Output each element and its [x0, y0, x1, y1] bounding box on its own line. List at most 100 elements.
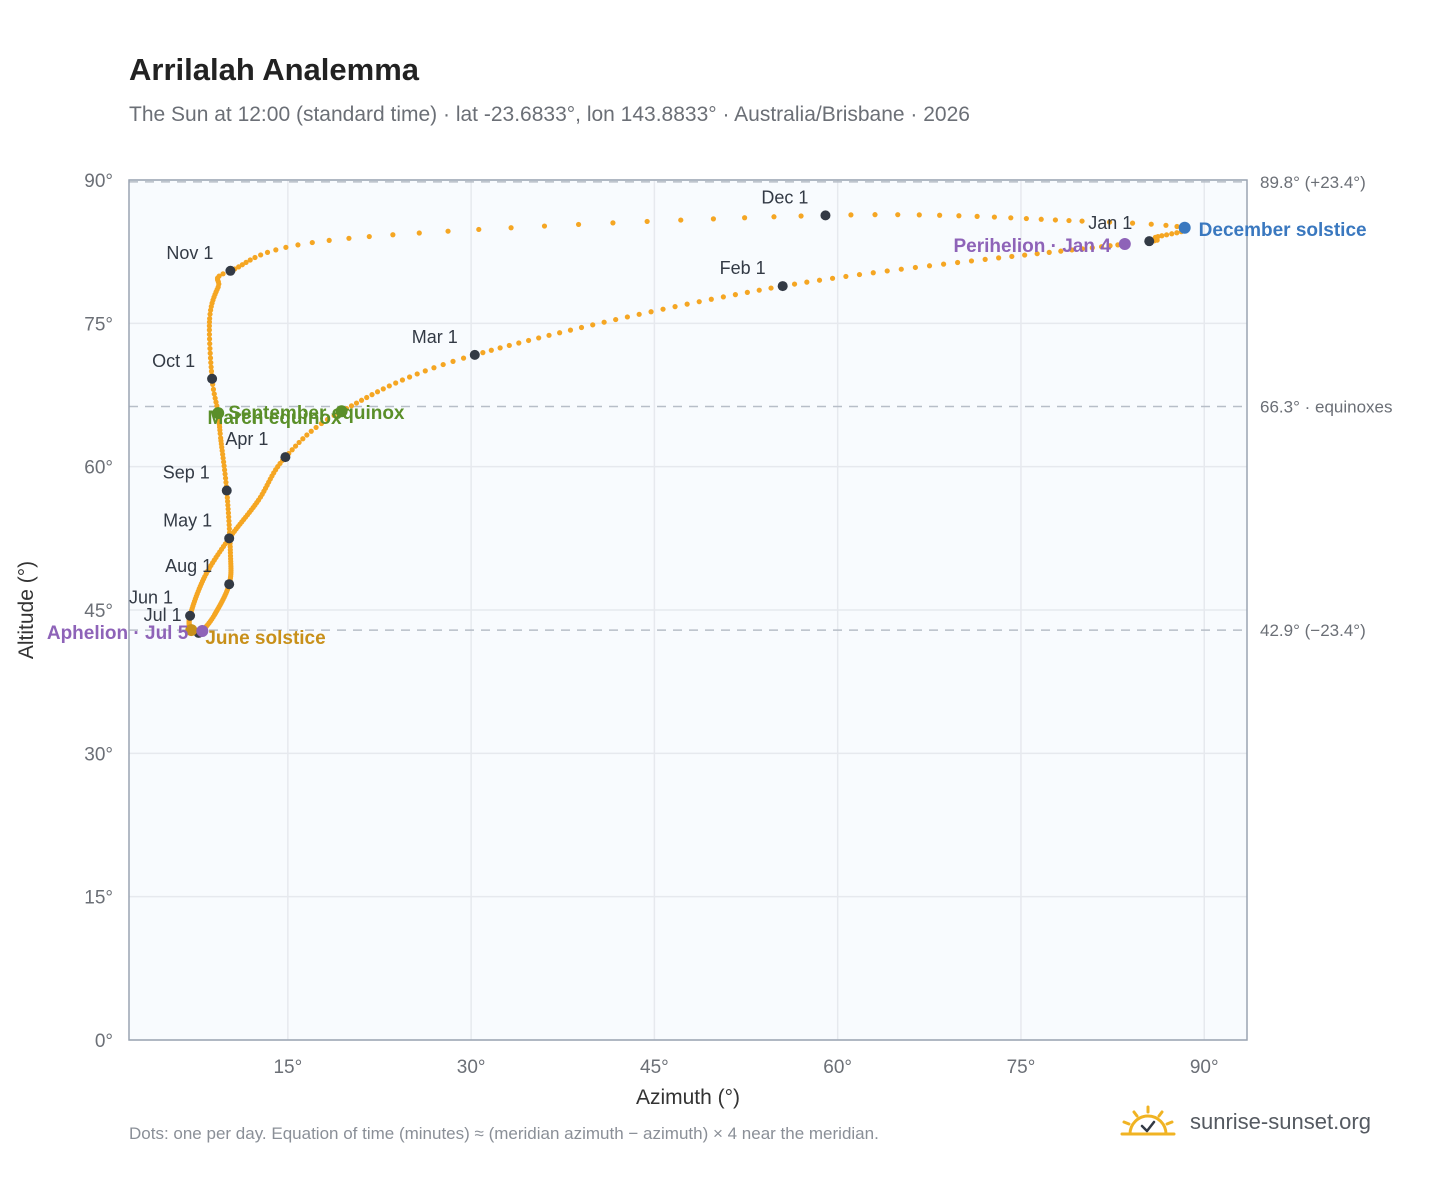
daily-sun-dot [324, 416, 331, 423]
daily-sun-dot [206, 331, 213, 338]
month-marker [207, 373, 218, 384]
daily-sun-dot [578, 324, 585, 331]
daily-sun-dot [422, 368, 428, 374]
daily-sun-dot [1079, 218, 1085, 224]
month-label: Mar 1 [412, 327, 458, 347]
daily-sun-dot [208, 368, 215, 374]
daily-sun-dot [207, 350, 213, 356]
daily-sun-dot [207, 315, 213, 322]
daily-sun-dot [916, 212, 922, 218]
daily-sun-dot [884, 268, 890, 274]
daily-sun-dot [308, 428, 314, 434]
daily-sun-dot [221, 467, 228, 473]
daily-sun-dot [1058, 248, 1064, 254]
y-tick-label: 45° [84, 601, 113, 622]
daily-sun-dot [1129, 220, 1136, 226]
daily-sun-dot [610, 220, 616, 226]
daily-sun-dot [206, 336, 213, 342]
daily-sun-dot [1008, 215, 1014, 221]
daily-sun-dot [636, 311, 642, 317]
daily-sun-dot [898, 266, 904, 272]
daily-sun-dot [212, 395, 218, 401]
x-tick-label: 15° [273, 1057, 302, 1078]
daily-sun-dot [226, 518, 232, 524]
x-tick-label: 60° [823, 1057, 852, 1078]
month-marker [225, 265, 236, 276]
daily-sun-dot [1009, 253, 1015, 260]
daily-sun-dot [292, 443, 299, 449]
daily-sun-dot [508, 225, 514, 231]
month-label: Apr 1 [225, 429, 268, 449]
daily-sun-dot [223, 479, 229, 485]
daily-sun-dot [1106, 219, 1113, 225]
daily-sun-dot [720, 294, 726, 300]
daily-sun-dot [1023, 215, 1029, 222]
daily-sun-dot [476, 226, 482, 233]
daily-sun-dot [206, 323, 212, 329]
event-label: March equinox [208, 408, 343, 429]
daily-sun-dot [696, 299, 702, 305]
daily-sun-dot [1169, 231, 1175, 237]
daily-sun-dot [220, 271, 226, 277]
daily-sun-dot [283, 244, 289, 250]
daily-sun-dot [567, 327, 574, 333]
daily-sun-dot [289, 447, 295, 453]
daily-sun-dot [353, 400, 360, 406]
daily-sun-dot [300, 436, 306, 442]
daily-sun-dot [252, 254, 258, 261]
event-marker [185, 624, 198, 637]
daily-sun-dot [804, 279, 810, 285]
daily-sun-dot [816, 277, 823, 283]
daily-sun-dot [996, 255, 1002, 261]
daily-sun-dot [416, 230, 422, 236]
daily-sun-dot [1163, 222, 1169, 228]
daily-sun-dot [710, 216, 717, 222]
daily-sun-dot [225, 506, 231, 512]
daily-sun-dot [742, 215, 748, 221]
daily-sun-dot [1046, 249, 1052, 255]
daily-sun-dot [557, 330, 563, 336]
daily-sun-dot [390, 232, 396, 238]
daily-sun-dot [225, 502, 231, 508]
daily-sun-dot [1174, 230, 1180, 236]
month-label: May 1 [163, 510, 212, 530]
month-label: Aug 1 [165, 556, 212, 576]
daily-sun-dot [848, 212, 854, 218]
daily-sun-dot [226, 526, 232, 532]
event-label: Perihelion · Jan 4 [953, 236, 1111, 257]
daily-sun-dot [732, 291, 738, 298]
daily-sun-dot [222, 471, 228, 477]
daily-sun-dot [445, 228, 451, 234]
event-marker [1178, 221, 1191, 234]
daily-sun-dot [331, 412, 337, 419]
y-tick-label: 15° [84, 888, 113, 909]
daily-sun-dot [613, 316, 619, 323]
y-tick-label: 30° [84, 744, 113, 765]
daily-sun-dot [414, 371, 420, 377]
daily-sun-dot [358, 397, 365, 403]
daily-sun-dot [211, 391, 217, 397]
month-label: Jan 1 [1088, 213, 1132, 233]
daily-sun-dot [208, 364, 214, 370]
daily-sun-dot [399, 377, 406, 383]
daily-sun-dot [982, 256, 988, 262]
daily-sun-dot [364, 394, 370, 401]
daily-sun-dot [1107, 243, 1113, 249]
daily-sun-dot [937, 212, 943, 218]
daily-sun-dot [708, 296, 714, 302]
daily-sun-dot [225, 498, 231, 504]
x-axis-label: Azimuth (°) [636, 1086, 740, 1109]
daily-sun-dot [912, 264, 918, 271]
daily-sun-dot [460, 355, 467, 361]
daily-sun-dot [488, 347, 494, 353]
y-tick-label: 0° [95, 1031, 113, 1052]
x-tick-label: 75° [1007, 1057, 1036, 1078]
daily-sun-dot [1089, 245, 1095, 251]
daily-sun-dot [1069, 247, 1075, 253]
daily-sun-dot [247, 257, 253, 263]
brand[interactable]: sunrise-sunset.org [1120, 1102, 1371, 1142]
x-tick-label: 45° [640, 1057, 669, 1078]
event-marker [196, 625, 209, 638]
